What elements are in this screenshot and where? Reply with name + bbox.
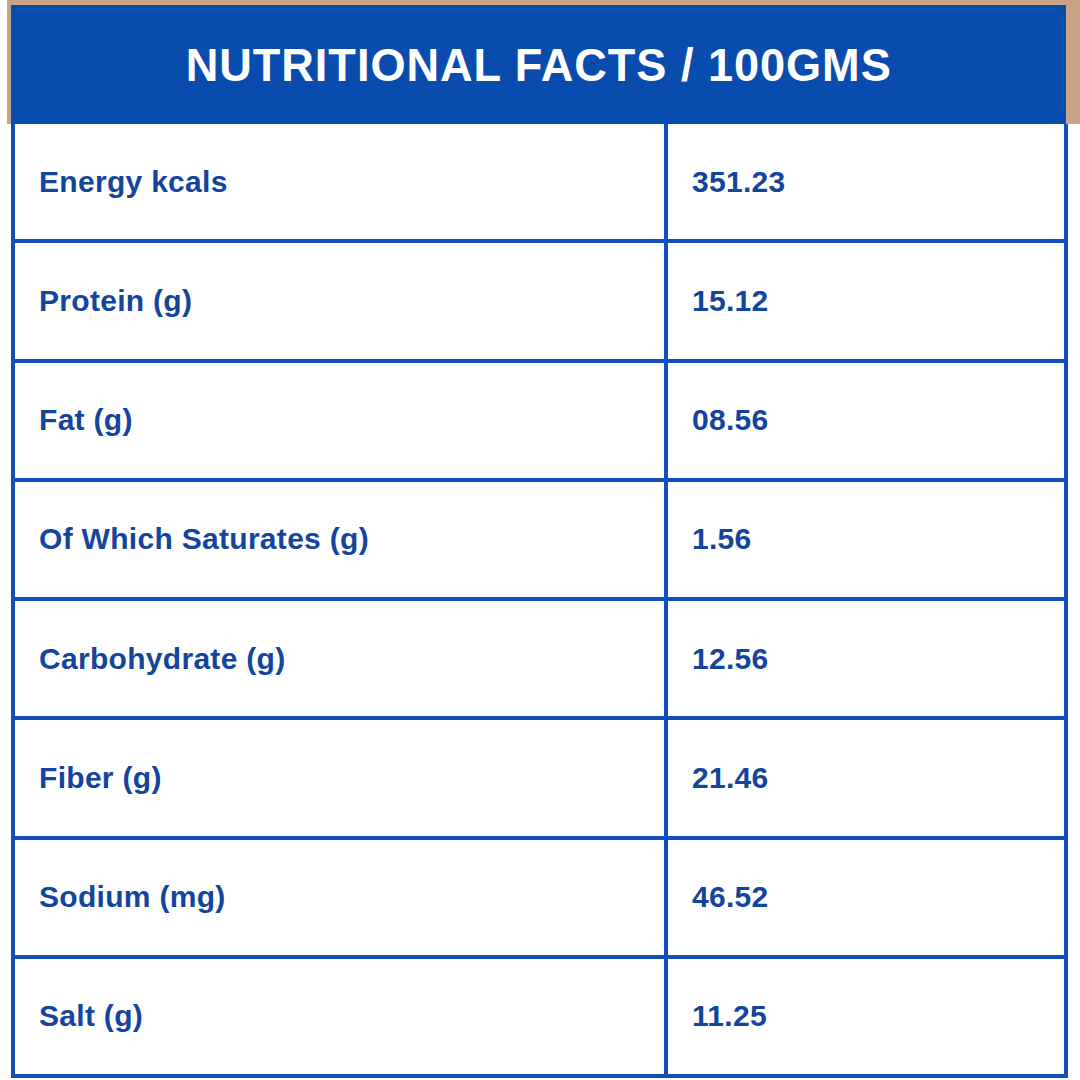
nutrient-label: Carbohydrate (g) <box>15 601 668 716</box>
header-band: NUTRITIONAL FACTS / 100GMS <box>11 5 1066 124</box>
nutrient-label: Fat (g) <box>15 363 668 478</box>
nutrient-value: 08.56 <box>668 363 1064 478</box>
nutrient-label: Protein (g) <box>15 243 668 358</box>
nutrient-value: 11.25 <box>668 959 1064 1074</box>
nutrient-label: Salt (g) <box>15 959 668 1074</box>
nutrient-value: 1.56 <box>668 482 1064 597</box>
table-row: Of Which Saturates (g) 1.56 <box>15 478 1064 597</box>
nutrition-table: Energy kcals 351.23 Protein (g) 15.12 Fa… <box>11 124 1068 1078</box>
page-title: NUTRITIONAL FACTS / 100GMS <box>185 37 891 92</box>
nutrition-label: NUTRITIONAL FACTS / 100GMS Energy kcals … <box>0 0 1080 1080</box>
nutrient-value: 21.46 <box>668 720 1064 835</box>
nutrient-label: Sodium (mg) <box>15 840 668 955</box>
table-row: Fiber (g) 21.46 <box>15 716 1064 835</box>
table-row: Sodium (mg) 46.52 <box>15 836 1064 955</box>
nutrient-value: 351.23 <box>668 124 1064 239</box>
table-row: Energy kcals 351.23 <box>15 124 1064 239</box>
table-row: Protein (g) 15.12 <box>15 239 1064 358</box>
table-row: Fat (g) 08.56 <box>15 359 1064 478</box>
nutrient-label: Of Which Saturates (g) <box>15 482 668 597</box>
table-row: Carbohydrate (g) 12.56 <box>15 597 1064 716</box>
nutrient-label: Energy kcals <box>15 124 668 239</box>
nutrient-label: Fiber (g) <box>15 720 668 835</box>
nutrient-value: 46.52 <box>668 840 1064 955</box>
nutrient-value: 12.56 <box>668 601 1064 716</box>
table-row: Salt (g) 11.25 <box>15 955 1064 1074</box>
nutrient-value: 15.12 <box>668 243 1064 358</box>
